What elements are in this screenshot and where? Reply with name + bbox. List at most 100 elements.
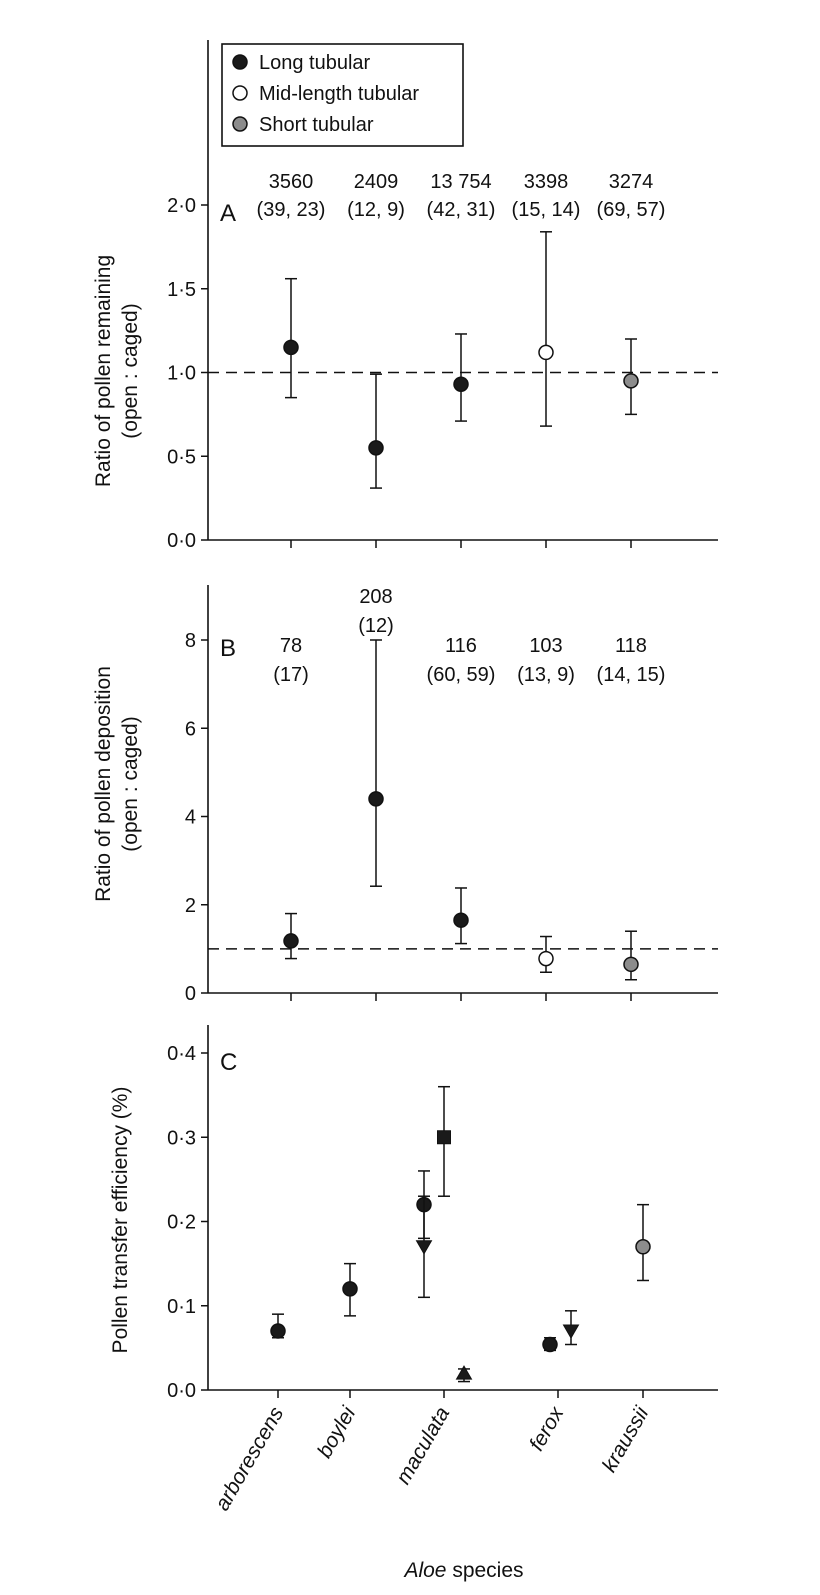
- point-marker: [538, 950, 554, 967]
- annotation-0-line2: (17): [273, 664, 309, 686]
- annotation-0-line1: 3560: [269, 171, 314, 193]
- panel-letter: B: [220, 635, 236, 662]
- point-marker: [623, 373, 639, 389]
- y-axis-title-line2: (open : caged): [119, 303, 142, 438]
- data-point: [270, 1313, 286, 1339]
- y-tick-label-0: 0·0: [167, 530, 196, 552]
- annotation-4-line2: (14, 15): [597, 664, 666, 686]
- x-category-label-3: ferox: [525, 1402, 569, 1455]
- panels: 0·0 0·5 1·0 1·5 2·0 A Ratio of pollen remainin…: [92, 40, 718, 1515]
- point-marker: [453, 912, 469, 928]
- error-bar: [285, 277, 297, 399]
- annotation-1-line2: (12, 9): [347, 199, 405, 221]
- y-tick-label-0: 0·0: [167, 1380, 196, 1402]
- data-point: [437, 1085, 451, 1197]
- panel-letter: C: [220, 1049, 237, 1076]
- point-marker: [453, 376, 469, 392]
- y-tick-label-3: 1·5: [167, 279, 196, 301]
- legend-label-0: Long tubular: [259, 52, 371, 74]
- legend-marker-2: [232, 116, 248, 132]
- y-tick-label-4: 0·4: [167, 1043, 196, 1065]
- point-marker: [415, 1240, 433, 1255]
- y-tick-label-3: 6: [185, 718, 196, 740]
- annotation-2-line2: (42, 31): [427, 199, 496, 221]
- error-bar: [625, 930, 637, 981]
- point-marker: [270, 1323, 286, 1339]
- y-tick-label-4: 2·0: [167, 195, 196, 217]
- x-category-label-4: kraussii: [598, 1402, 654, 1476]
- annotation-3-line2: (15, 14): [512, 199, 581, 221]
- panel-letter: A: [220, 200, 236, 227]
- error-bar: [540, 231, 552, 427]
- data-point: [283, 912, 299, 960]
- y-tick-label-1: 0·1: [167, 1296, 196, 1318]
- x-category-label-2: maculata: [392, 1403, 455, 1488]
- legend-marker-1: [232, 85, 248, 101]
- x-category-label-0: arborescens: [211, 1403, 289, 1515]
- point-marker: [623, 956, 639, 973]
- panel-C: 0·0 0·1 0·2 0·3 0·4 C Pollen transfer efficien…: [109, 1025, 718, 1515]
- y-tick-label-3: 0·3: [167, 1127, 196, 1149]
- y-tick-label-1: 2: [185, 895, 196, 917]
- data-point: [368, 373, 384, 489]
- panel-B: 0 2 4 6 8 B Ratio of pollen deposition (open : …: [92, 585, 718, 1005]
- point-marker: [542, 1336, 558, 1353]
- x-category-label-1: boylei: [313, 1402, 361, 1462]
- annotation-2-line1: 116: [445, 635, 477, 657]
- x-axis-title-rest: species: [446, 1559, 523, 1582]
- annotation-4-line2: (69, 57): [597, 199, 666, 221]
- annotation-3-line1: 3398: [524, 171, 569, 193]
- legend-label-1: Mid-length tubular: [259, 83, 419, 105]
- point-marker: [538, 344, 554, 361]
- annotation-3-line2: (13, 9): [517, 664, 575, 686]
- y-axis-title-line2: (open : caged): [119, 716, 142, 851]
- annotation-1-line1: 208: [359, 586, 392, 608]
- data-point: [542, 1336, 558, 1353]
- annotation-2-line1: 13 754: [430, 171, 491, 193]
- y-axis-title-line1: Ratio of pollen remaining: [92, 255, 115, 487]
- data-point: [342, 1262, 358, 1317]
- y-tick-label-1: 0·5: [167, 446, 196, 468]
- point-marker: [368, 791, 384, 807]
- point-marker: [283, 339, 299, 356]
- data-point: [538, 231, 554, 427]
- legend-label-2: Short tubular: [259, 114, 374, 136]
- x-axis-title-italic: Aloe: [402, 1559, 446, 1582]
- point-marker: [368, 440, 384, 456]
- point-marker: [283, 933, 299, 949]
- annotation-2-line2: (60, 59): [427, 664, 496, 686]
- y-tick-label-0: 0: [185, 983, 196, 1005]
- point-marker: [455, 1365, 473, 1380]
- y-tick-label-2: 1·0: [167, 363, 196, 385]
- data-point: [635, 1203, 651, 1282]
- data-point: [562, 1310, 580, 1346]
- point-marker: [342, 1281, 358, 1297]
- point-marker: [437, 1130, 451, 1145]
- data-point: [283, 277, 299, 399]
- point-marker: [635, 1239, 651, 1255]
- data-point: [368, 639, 384, 887]
- legend: Long tubular Mid-length tubular Short tubu…: [221, 43, 464, 147]
- x-axis-title: Aloe species: [402, 1559, 523, 1582]
- data-point: [453, 333, 469, 422]
- data-point: [453, 887, 469, 945]
- y-axis-title-line1: Ratio of pollen deposition: [92, 666, 115, 902]
- annotation-0-line1: 78: [280, 635, 302, 657]
- data-point: [415, 1195, 433, 1299]
- point-marker: [562, 1324, 580, 1340]
- annotation-1-line1: 2409: [354, 171, 399, 193]
- error-bar: [370, 373, 382, 489]
- y-tick-label-4: 8: [185, 630, 196, 652]
- panel-A: 0·0 0·5 1·0 1·5 2·0 A Ratio of pollen remainin…: [92, 40, 718, 552]
- data-point: [538, 935, 554, 974]
- data-point: [623, 930, 639, 981]
- y-axis-title: Pollen transfer efficiency (%): [109, 1087, 132, 1354]
- annotation-3-line1: 103: [529, 635, 562, 657]
- legend-marker-0: [232, 54, 248, 70]
- annotation-4-line1: 118: [615, 635, 647, 657]
- annotation-1-line2: (12): [358, 615, 394, 637]
- annotation-0-line2: (39, 23): [257, 199, 326, 221]
- data-point: [623, 338, 639, 416]
- legend-box: [221, 43, 464, 147]
